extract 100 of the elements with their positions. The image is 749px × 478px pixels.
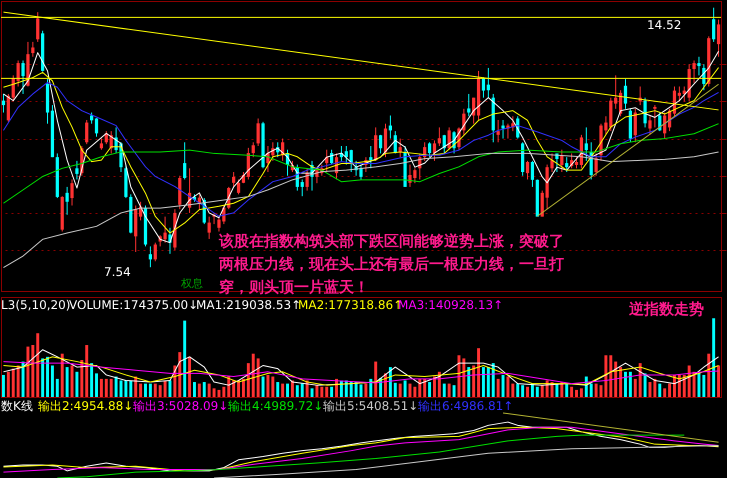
bar [354, 382, 358, 397]
bar [624, 372, 627, 397]
bar [183, 320, 186, 397]
bar [653, 378, 656, 397]
bar [644, 373, 647, 397]
candlestick [85, 119, 88, 145]
candlestick [634, 108, 637, 143]
bar [408, 384, 412, 397]
bar [486, 367, 490, 397]
candlestick [565, 156, 568, 173]
bar [212, 388, 216, 397]
annotation: 14.52 [647, 18, 682, 32]
bar [472, 366, 476, 397]
bar [120, 380, 122, 397]
candlestick [697, 56, 701, 76]
candlestick [438, 126, 441, 146]
candlestick [530, 160, 534, 188]
bar [262, 376, 265, 397]
bar [457, 355, 460, 397]
bar [526, 386, 529, 397]
candlestick [653, 104, 656, 128]
bar [22, 362, 25, 397]
bar [502, 374, 505, 397]
candlestick [658, 112, 662, 132]
bar [256, 358, 260, 397]
bar [521, 385, 524, 397]
annotation: 输出5:5408.51↓ [323, 399, 418, 413]
candlestick [692, 60, 696, 84]
bar [237, 380, 240, 397]
bar [364, 384, 368, 397]
bar [413, 386, 416, 397]
bar [242, 378, 245, 397]
annotation: 该股在指数构筑头部下跌区间能够逆势上涨，突破了两根压力线，现在头上还有最后一根压力线，一旦打穿，则头顶一片蓝天！ [218, 232, 564, 296]
bar [330, 386, 334, 397]
candlestick [467, 93, 470, 117]
bar [232, 380, 236, 397]
candlestick [94, 118, 98, 138]
bar [404, 380, 407, 397]
bar [648, 382, 652, 397]
candlestick [90, 112, 94, 124]
bar [134, 376, 138, 397]
candlestick [428, 142, 432, 158]
bar [565, 384, 568, 397]
bar [360, 384, 362, 397]
bar [398, 384, 402, 397]
bar [271, 376, 274, 397]
bar [600, 385, 602, 397]
candlestick [183, 142, 186, 180]
annotation: 7.54 [104, 265, 131, 279]
bar [506, 376, 510, 397]
candlestick [2, 93, 6, 114]
bar [668, 384, 672, 397]
text: 逆指数走势 [628, 300, 704, 318]
bar [222, 386, 226, 397]
candlestick [398, 138, 402, 158]
bar [452, 385, 456, 397]
annotation: 输出2:4954.88↓ [38, 399, 134, 413]
bar [198, 384, 201, 397]
candlestick [496, 119, 500, 143]
candlestick [154, 242, 157, 262]
bar [575, 390, 578, 397]
bar [482, 367, 485, 397]
bar [41, 358, 44, 397]
bar [50, 366, 54, 397]
bar [290, 380, 294, 397]
bar [66, 367, 69, 397]
candlestick [716, 19, 720, 58]
bar [496, 378, 500, 397]
bar [296, 385, 299, 397]
candlestick [70, 178, 74, 206]
bar [619, 367, 622, 397]
bar [188, 356, 192, 397]
bar [193, 382, 196, 397]
candlestick [560, 149, 564, 173]
candlestick [584, 126, 588, 162]
bar [286, 384, 289, 397]
candlestick [325, 149, 328, 173]
candlestick [394, 130, 397, 154]
bar [628, 372, 632, 397]
candlestick [501, 119, 505, 140]
candlestick [148, 246, 152, 268]
candlestick [252, 142, 255, 158]
bar [139, 384, 142, 397]
candlestick [232, 172, 236, 188]
candlestick [526, 160, 530, 180]
bar [129, 380, 132, 397]
candlestick [256, 118, 260, 146]
annotation: 权息 [180, 277, 203, 290]
bar [31, 345, 34, 397]
bar [433, 376, 436, 397]
bar [148, 384, 152, 397]
bar [2, 374, 5, 397]
bar [114, 376, 118, 397]
bar [56, 378, 59, 397]
candlestick [208, 216, 211, 240]
bar [712, 318, 716, 397]
bar [246, 363, 250, 397]
bar [70, 366, 74, 397]
bar [164, 380, 167, 397]
bar [124, 380, 128, 397]
